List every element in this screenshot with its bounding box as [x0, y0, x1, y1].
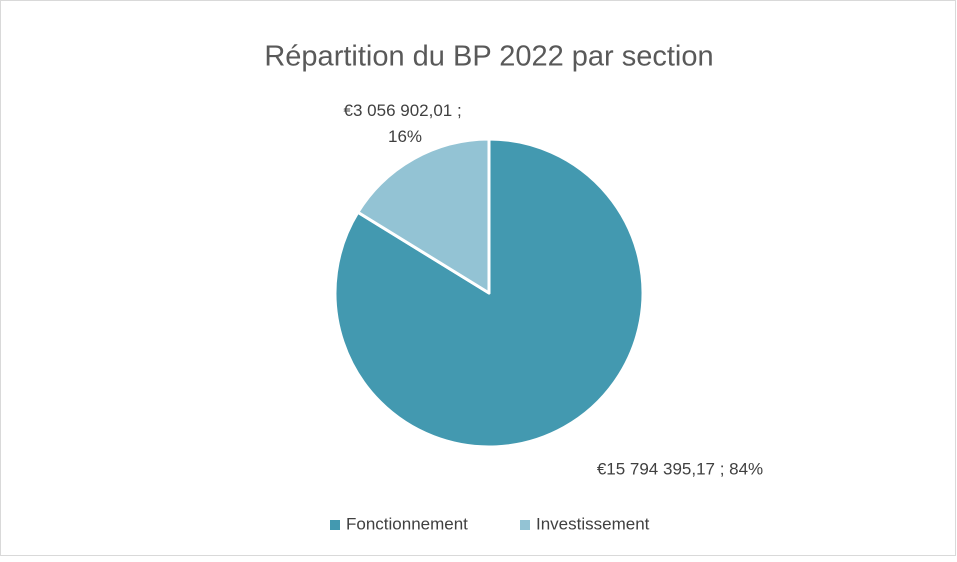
legend-label: Fonctionnement	[346, 514, 468, 533]
legend-swatch	[330, 520, 340, 530]
legend-swatch	[520, 520, 530, 530]
legend-label: Investissement	[536, 514, 650, 533]
pie-slice	[356, 137, 491, 295]
data-label: €3 056 902,01 ; 16%	[344, 101, 467, 146]
data-label: €15 794 395,17 ; 84%	[597, 459, 763, 478]
chart-title: Répartition du BP 2022 par section	[264, 41, 713, 73]
